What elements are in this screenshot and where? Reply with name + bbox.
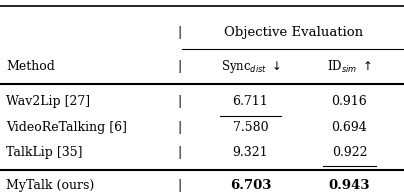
Text: 6.703: 6.703 (230, 179, 271, 192)
Text: 0.922: 0.922 (332, 146, 367, 159)
Text: |: | (178, 60, 182, 74)
Text: 0.943: 0.943 (329, 179, 370, 192)
Text: 0.916: 0.916 (332, 95, 367, 108)
Text: |: | (178, 25, 182, 39)
Text: 6.711: 6.711 (233, 95, 268, 108)
Text: VideoReTalking [6]: VideoReTalking [6] (6, 120, 127, 134)
Text: Method: Method (6, 60, 55, 74)
Text: Sync$_{dist}$ $\downarrow$: Sync$_{dist}$ $\downarrow$ (221, 58, 280, 75)
Text: |: | (178, 95, 182, 108)
Text: 9.321: 9.321 (233, 146, 268, 159)
Text: ID$_{sim}$ $\uparrow$: ID$_{sim}$ $\uparrow$ (327, 59, 372, 75)
Text: Objective Evaluation: Objective Evaluation (224, 25, 364, 39)
Text: |: | (178, 146, 182, 159)
Text: |: | (178, 179, 182, 192)
Text: Wav2Lip [27]: Wav2Lip [27] (6, 95, 90, 108)
Text: |: | (178, 120, 182, 134)
Text: 7.580: 7.580 (233, 120, 268, 134)
Text: MyTalk (ours): MyTalk (ours) (6, 179, 94, 192)
Text: 0.694: 0.694 (332, 120, 367, 134)
Text: TalkLip [35]: TalkLip [35] (6, 146, 82, 159)
